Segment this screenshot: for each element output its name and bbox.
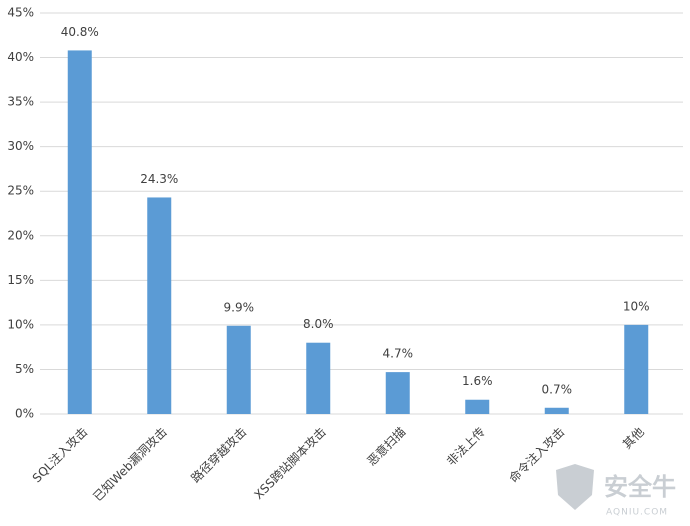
x-tick-label: 非法上传 <box>443 424 488 469</box>
bar <box>544 407 569 414</box>
x-tick-label: 路径穿越攻击 <box>188 424 250 486</box>
y-tick-label: 20% <box>7 228 34 242</box>
value-label: 24.3% <box>140 172 178 186</box>
plot: 0% 5% 10% 15% 20% 25% 30% 35% 40% 45% 40.8% SQL注入攻击… <box>7 6 683 504</box>
x-tick-label: SQL注入攻击 <box>29 424 90 485</box>
value-label: 8.0% <box>303 317 334 331</box>
bar <box>306 342 331 414</box>
y-tick-label: 25% <box>7 184 34 198</box>
y-tick-label: 0% <box>15 407 34 421</box>
value-label: 4.7% <box>383 347 414 361</box>
y-tick-label: 35% <box>7 95 34 109</box>
watermark-logo <box>556 464 594 510</box>
bar <box>147 197 172 414</box>
bar <box>385 372 410 414</box>
x-tick-label: 已知Web漏洞攻击 <box>91 425 170 504</box>
y-tick-label: 10% <box>7 317 34 331</box>
watermark: 安全牛 AQNIU.COM <box>556 464 676 518</box>
x-tick-label: 其他 <box>620 425 647 452</box>
bar <box>67 50 92 414</box>
value-label: 9.9% <box>224 300 255 314</box>
value-label: 0.7% <box>542 382 573 396</box>
y-tick-label: 30% <box>7 139 34 153</box>
watermark-subtext: AQNIU.COM <box>606 508 668 518</box>
bar <box>226 325 251 414</box>
bar <box>465 399 490 414</box>
y-tick-label: 5% <box>15 362 34 376</box>
bar <box>624 324 649 414</box>
x-tick-label: XSS跨站脚本攻击 <box>251 424 329 502</box>
x-tick-label: 恶意扫描 <box>364 424 409 469</box>
y-tick-label: 40% <box>7 50 34 64</box>
y-tick-label: 15% <box>7 273 34 287</box>
value-label: 1.6% <box>462 374 493 388</box>
y-tick-label: 45% <box>7 6 34 20</box>
watermark-text: 安全牛 <box>604 473 676 501</box>
value-label: 40.8% <box>61 25 99 39</box>
value-label: 10% <box>623 299 650 313</box>
